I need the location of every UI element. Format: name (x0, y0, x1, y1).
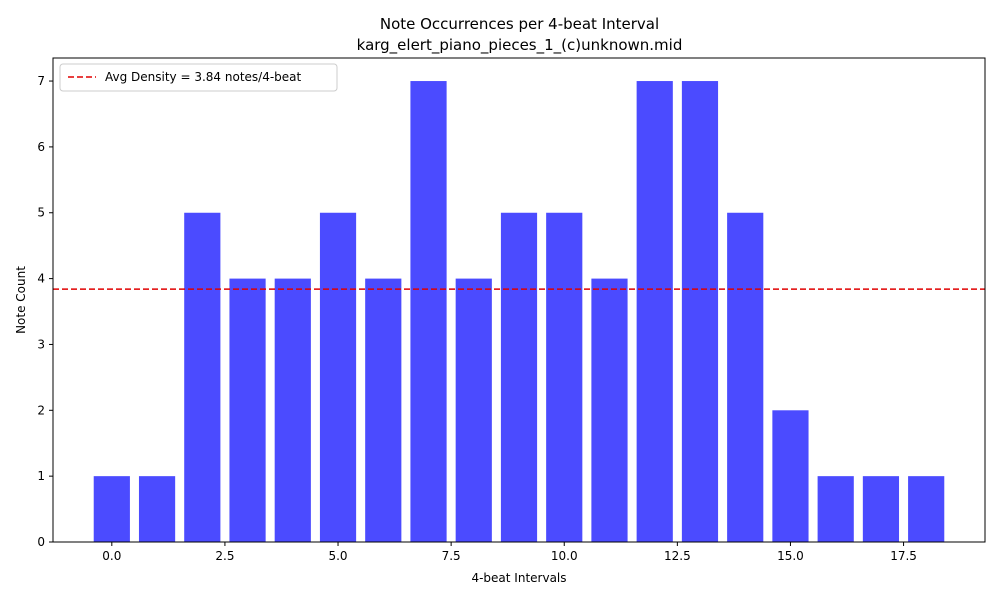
legend: Avg Density = 3.84 notes/4-beat (59, 63, 338, 92)
x-tick-label: 5.0 (328, 549, 347, 563)
bar-14 (727, 212, 764, 543)
x-axis-label: 4-beat Intervals (471, 571, 566, 585)
y-tick-label: 0 (37, 535, 45, 549)
y-tick-label: 3 (37, 337, 45, 351)
bar-9 (500, 212, 538, 543)
bar-13 (681, 81, 719, 543)
y-axis-label: Note Count (14, 266, 28, 334)
bar-15 (772, 410, 809, 542)
y-tick-label: 4 (37, 272, 45, 286)
x-axis-ticks: 0.0 2.5 5.0 7.5 10.0 12.5 15.0 17.5 (102, 542, 917, 563)
chart-title: Note Occurrences per 4-beat Interval (380, 15, 659, 33)
x-tick-label: 2.5 (215, 549, 234, 563)
y-tick-label: 2 (37, 403, 45, 417)
bar-6 (365, 278, 402, 542)
bar-4 (274, 278, 311, 542)
bar-18 (908, 476, 945, 542)
bars-group (93, 81, 945, 543)
bar-5 (319, 212, 357, 543)
bar-2 (184, 212, 221, 543)
plot-frame (52, 57, 986, 543)
bar-12 (636, 81, 673, 543)
x-tick-label: 15.0 (777, 549, 804, 563)
bar-3 (229, 278, 266, 542)
y-tick-label: 5 (37, 206, 45, 220)
x-tick-label: 7.5 (442, 549, 461, 563)
chart-subtitle: karg_elert_piano_pieces_1_(c)unknown.mid (357, 36, 683, 55)
legend-box (59, 63, 338, 92)
y-tick-label: 6 (37, 140, 45, 154)
x-tick-label: 12.5 (664, 549, 691, 563)
bar-8 (455, 278, 492, 542)
x-tick-label: 17.5 (890, 549, 917, 563)
legend-label: Avg Density = 3.84 notes/4-beat (105, 70, 302, 84)
bar-17 (862, 476, 900, 542)
bar-11 (591, 278, 628, 542)
bar-1 (138, 476, 176, 542)
y-axis-ticks: 0 1 2 3 4 5 6 7 (37, 74, 53, 549)
x-tick-label: 0.0 (102, 549, 121, 563)
bar-16 (817, 476, 854, 542)
bar-0 (93, 476, 130, 542)
y-tick-label: 1 (37, 469, 45, 483)
y-tick-label: 7 (37, 74, 45, 88)
x-tick-label: 10.0 (551, 549, 578, 563)
bar-10 (546, 212, 583, 543)
bar-7 (410, 81, 447, 543)
